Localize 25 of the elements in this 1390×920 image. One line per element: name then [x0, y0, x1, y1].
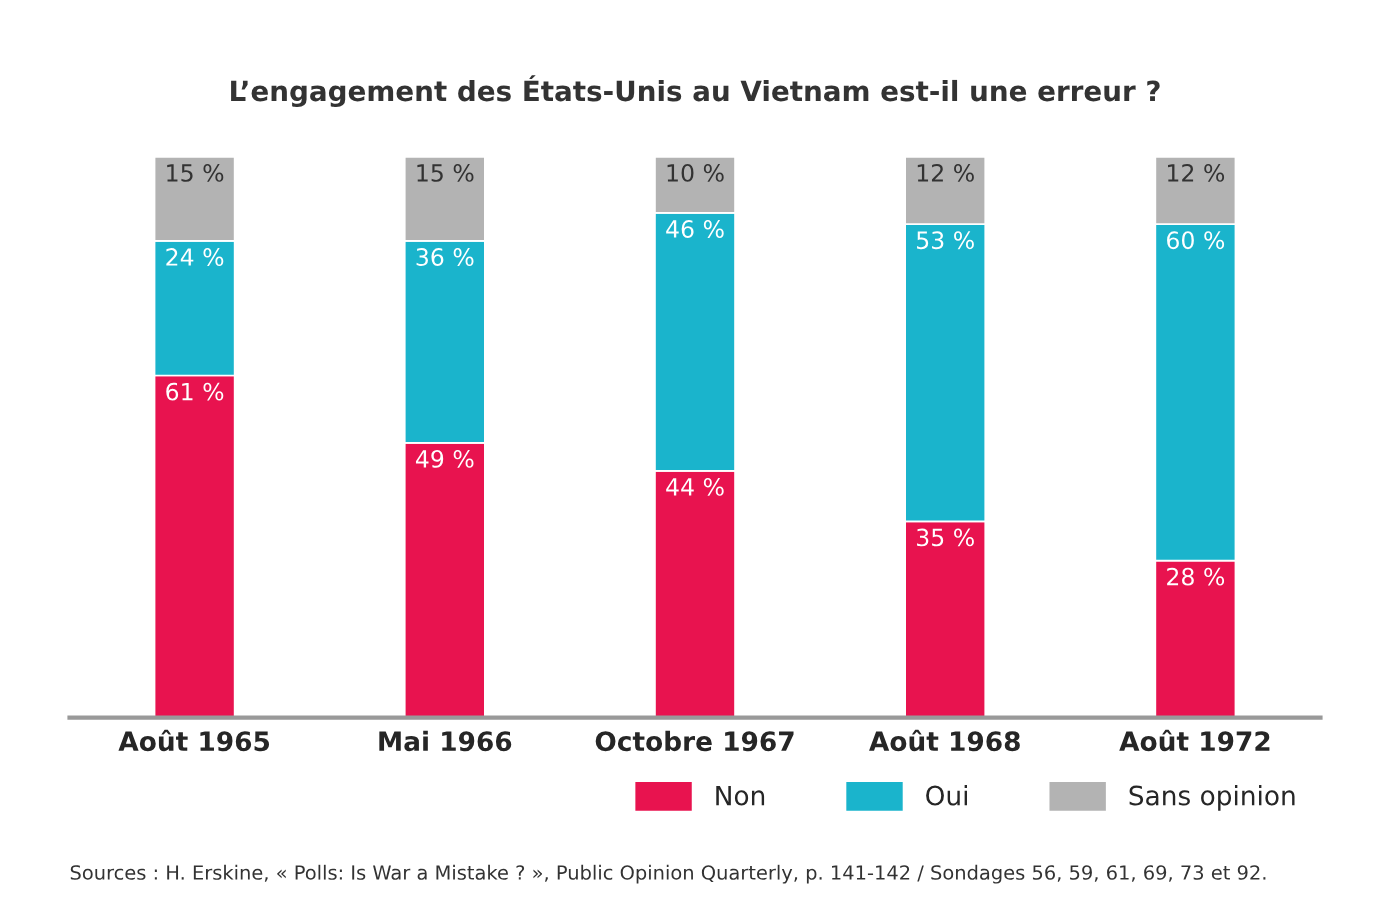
data-label: 61 %: [166, 382, 224, 401]
data-label: 15 %: [167, 163, 224, 182]
data-label: 60 %: [1167, 231, 1225, 250]
data-label: 24 %: [166, 248, 224, 266]
source-note: Sources : H. Erskine, « Polls: Is War a Mistake ? », Public Opinion Quarterly, p. 141-142 / Sondages 56, 59, 61, 69, 73 et 92.: [70, 864, 1266, 884]
legend-label: Oui: [926, 785, 967, 806]
data-label: 53 %: [917, 231, 974, 250]
data-label: 35 %: [917, 528, 974, 547]
legend-label: Sans opinion: [1129, 785, 1295, 811]
data-label: 44 %: [666, 478, 724, 496]
data-label: 36 %: [416, 248, 474, 266]
data-label: 28 %: [1167, 567, 1225, 586]
legend-label: Non: [716, 785, 765, 806]
x-tick-label: Mai 1966: [379, 730, 512, 752]
x-tick-label: Août 1968: [869, 729, 1020, 752]
x-tick-label: Août 1972: [1119, 729, 1270, 752]
x-tick-label: Octobre 1967: [595, 730, 794, 752]
data-label: 15 %: [417, 163, 474, 182]
x-tick-label: Août 1965: [118, 729, 270, 752]
data-label: 49 %: [415, 449, 474, 468]
data-label: 10 %: [667, 163, 724, 182]
chart-title: L’engagement des États-Unis au Vietnam est-il une erreur ?: [231, 75, 1160, 108]
data-label: 12 %: [1168, 163, 1225, 182]
data-label: 46 %: [666, 220, 724, 238]
data-label: 12 %: [917, 163, 974, 182]
